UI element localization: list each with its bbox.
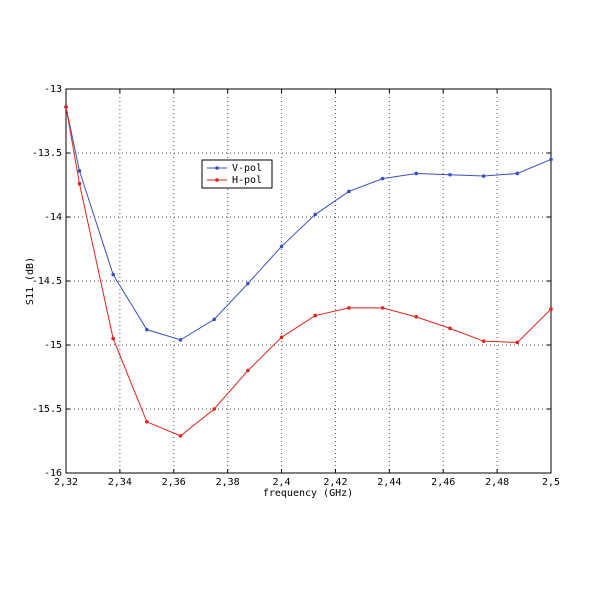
marker xyxy=(178,434,183,438)
y-tick-label: -15 xyxy=(44,340,62,351)
legend-marker xyxy=(215,178,219,182)
marker xyxy=(380,306,385,310)
y-tick-label: -15.5 xyxy=(32,404,62,415)
x-tick-label: 2,46 xyxy=(431,477,455,488)
marker xyxy=(212,407,216,411)
marker xyxy=(414,315,419,319)
x-tick-label: 2,44 xyxy=(377,477,401,488)
x-axis-label: frequency (GHz) xyxy=(263,488,353,499)
y-tick-label: -14.5 xyxy=(32,276,62,287)
x-tick-label: 2,4 xyxy=(273,477,291,488)
marker xyxy=(380,176,385,181)
marker xyxy=(481,174,486,178)
x-tick-label: 2,36 xyxy=(162,477,186,488)
marker xyxy=(145,327,149,332)
marker xyxy=(549,307,553,311)
legend-box xyxy=(201,159,273,189)
legend-label: H-pol xyxy=(232,175,262,186)
marker xyxy=(64,105,68,109)
x-tick-label: 2,42 xyxy=(323,477,347,488)
marker xyxy=(313,212,318,217)
y-tick-label: -13 xyxy=(44,84,62,95)
marker xyxy=(549,157,553,162)
marker xyxy=(178,338,183,342)
y-tick-label: -16 xyxy=(44,468,62,479)
y-tick-label: -14 xyxy=(44,212,62,223)
plot-frame xyxy=(65,88,552,474)
marker xyxy=(246,368,250,373)
x-tick-label: 2,5 xyxy=(542,477,560,488)
marker xyxy=(111,336,115,341)
series-line xyxy=(65,106,552,341)
marker xyxy=(347,306,351,310)
marker xyxy=(515,171,520,176)
marker xyxy=(515,340,520,345)
marker xyxy=(448,172,452,177)
marker xyxy=(313,313,318,318)
marker xyxy=(279,244,284,249)
x-tick-label: 2,34 xyxy=(108,477,132,488)
legend-marker xyxy=(215,166,219,170)
x-tick-label: 2,48 xyxy=(485,477,509,488)
marker xyxy=(448,326,452,331)
marker xyxy=(145,420,149,424)
series-line xyxy=(65,106,552,437)
y-tick-label: -13.5 xyxy=(32,148,62,159)
marker xyxy=(212,317,216,322)
marker xyxy=(246,281,250,286)
legend-label: V-pol xyxy=(232,163,262,174)
marker xyxy=(481,339,486,343)
x-tick-label: 2,32 xyxy=(54,477,78,488)
marker xyxy=(111,272,115,277)
marker xyxy=(279,335,284,340)
y-axis-label: S11 (dB) xyxy=(25,257,36,305)
marker xyxy=(414,171,419,176)
marker xyxy=(77,181,82,186)
marker xyxy=(77,169,82,173)
x-tick-label: 2,38 xyxy=(216,477,240,488)
marker xyxy=(347,189,351,194)
